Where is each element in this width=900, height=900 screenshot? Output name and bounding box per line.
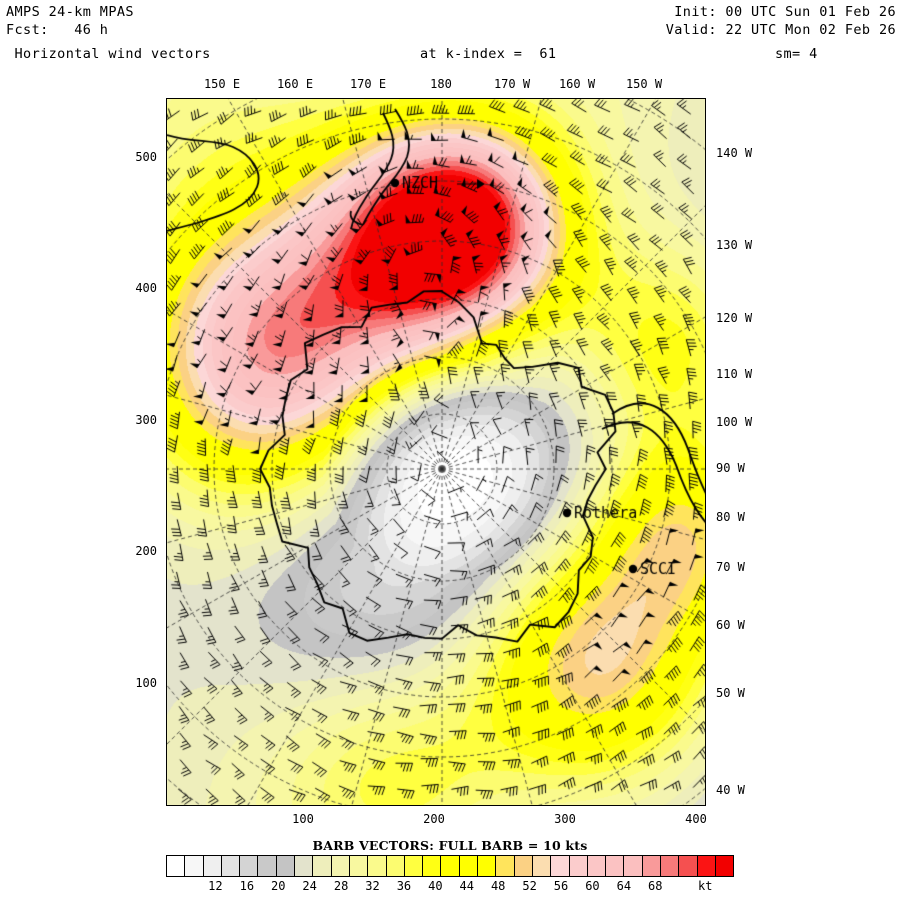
wind-barb-map — [167, 99, 705, 805]
forecast-hour: Fcst: 46 h — [6, 22, 109, 38]
colorbar-tick-24: 24 — [302, 879, 317, 893]
axis-tick-left-0: 500 — [135, 150, 157, 164]
axis-tick-right-3: 110 W — [716, 367, 753, 381]
colorbar-swatch-13 — [404, 856, 424, 876]
colorbar-unit: kt — [698, 879, 713, 893]
colorbar-swatch-20 — [532, 856, 552, 876]
colorbar-swatch-18 — [496, 856, 515, 876]
colorbar-tick-48: 48 — [490, 879, 506, 893]
colorbar-tick-16: 16 — [239, 879, 255, 893]
axis-tick-top-5: 160 W — [558, 77, 596, 91]
colorbar-tick-40: 40 — [428, 879, 443, 893]
axis-tick-top-3: 180 — [430, 77, 452, 91]
colorbar-tick-28: 28 — [333, 879, 349, 893]
axis-tick-right-4: 100 W — [716, 415, 753, 429]
axis-tick-top-6: 150 W — [625, 77, 663, 91]
colorbar-swatch-19 — [514, 856, 533, 876]
colorbar-swatch-9 — [331, 856, 350, 876]
colorbar-swatch-16 — [459, 856, 479, 876]
field-name: Horizontal wind vectors — [6, 46, 211, 62]
colorbar-swatch-3 — [221, 856, 241, 876]
axis-tick-right-2: 120 W — [716, 311, 753, 325]
axis-tick-right-6: 80 W — [716, 510, 745, 524]
colorbar-block: BARB VECTORS: FULL BARB = 10 kts 12 16 20 2… — [0, 838, 900, 900]
colorbar-tick-36: 36 — [396, 879, 412, 893]
axis-tick-right-1: 130 W — [716, 238, 753, 252]
axis-tick-right-7: 70 W — [716, 560, 745, 574]
plot-frame — [166, 98, 706, 806]
axis-tick-bottom-2: 300 — [554, 812, 576, 826]
k-index-label: at k-index = 61 — [420, 46, 557, 62]
colorbar-swatch-7 — [295, 856, 314, 876]
colorbar-swatch-25 — [624, 856, 643, 876]
colorbar-swatch-15 — [441, 856, 460, 876]
colorbar-tick-52: 52 — [522, 879, 537, 893]
chart-header: AMPS 24-km MPAS Fcst: 46 h Horizontal wi… — [0, 0, 900, 70]
colorbar-swatch-29 — [697, 856, 716, 876]
axis-tick-top-1: 160 E — [276, 77, 314, 91]
colorbar-swatch-10 — [349, 856, 369, 876]
colorbar-swatch-22 — [569, 856, 588, 876]
colorbar-swatch-12 — [386, 856, 405, 876]
axis-tick-right-10: 40 W — [716, 783, 745, 797]
colorbar-swatch-1 — [185, 856, 204, 876]
init-time: Init: 00 UTC Sun 01 Feb 26 — [674, 4, 896, 20]
colorbar-tick-44: 44 — [459, 879, 474, 893]
axis-tick-top-4: 170 W — [493, 77, 531, 91]
axis-tick-bottom-3: 400 — [685, 812, 707, 826]
model-title: AMPS 24-km MPAS — [6, 4, 134, 20]
colorbar-tick-64: 64 — [616, 879, 632, 893]
axis-tick-left-1: 400 — [135, 281, 157, 295]
colorbar-swatch-5 — [258, 856, 277, 876]
colorbar-swatch-28 — [679, 856, 698, 876]
colorbar-swatch-4 — [240, 856, 259, 876]
colorbar-tick-12: 12 — [208, 879, 223, 893]
axis-tick-left-4: 100 — [135, 676, 157, 690]
colorbar-tick-56: 56 — [553, 879, 569, 893]
colorbar-swatch-0 — [167, 856, 186, 876]
colorbar-swatch-14 — [423, 856, 442, 876]
colorbar-swatch-11 — [368, 856, 387, 876]
axis-tick-right-8: 60 W — [716, 618, 745, 632]
axis-tick-left-3: 200 — [135, 544, 157, 558]
axis-tick-top-2: 170 E — [349, 77, 387, 91]
map-plot-area — [166, 98, 706, 806]
colorbar-tick-32: 32 — [365, 879, 380, 893]
colorbar-swatch-30 — [715, 856, 734, 876]
colorbar-swatch-8 — [313, 856, 332, 876]
colorbar-tick-68: 68 — [648, 879, 663, 893]
colorbar-swatch-2 — [203, 856, 222, 876]
colorbar-swatch-6 — [276, 856, 296, 876]
colorbar-tick-60: 60 — [585, 879, 600, 893]
colorbar-swatch-21 — [551, 856, 570, 876]
axis-tick-bottom-1: 200 — [423, 812, 445, 826]
axis-tick-right-5: 90 W — [716, 461, 745, 475]
colorbar-swatch-23 — [587, 856, 607, 876]
colorbar-tick-20: 20 — [271, 879, 286, 893]
axis-tick-right-9: 50 W — [716, 686, 745, 700]
colorbar-title: BARB VECTORS: FULL BARB = 10 kts — [312, 838, 588, 853]
axis-tick-right-0: 140 W — [716, 146, 753, 160]
axis-tick-left-2: 300 — [135, 413, 157, 427]
valid-time: Valid: 22 UTC Mon 02 Feb 26 — [665, 22, 896, 38]
colorbar-swatch-27 — [661, 856, 680, 876]
colorbar-ticks: 12 16 20 24 28 32 36 40 44 48 52 56 60 64 68 kt — [166, 880, 734, 898]
colorbar-swatch-26 — [642, 856, 662, 876]
axis-tick-top-0: 150 E — [203, 77, 241, 91]
axis-tick-bottom-0: 100 — [292, 812, 314, 826]
colorbar-swatches — [166, 855, 734, 877]
colorbar-swatch-24 — [606, 856, 625, 876]
colorbar-swatch-17 — [478, 856, 497, 876]
smoothing-label: sm= 4 — [775, 46, 818, 62]
